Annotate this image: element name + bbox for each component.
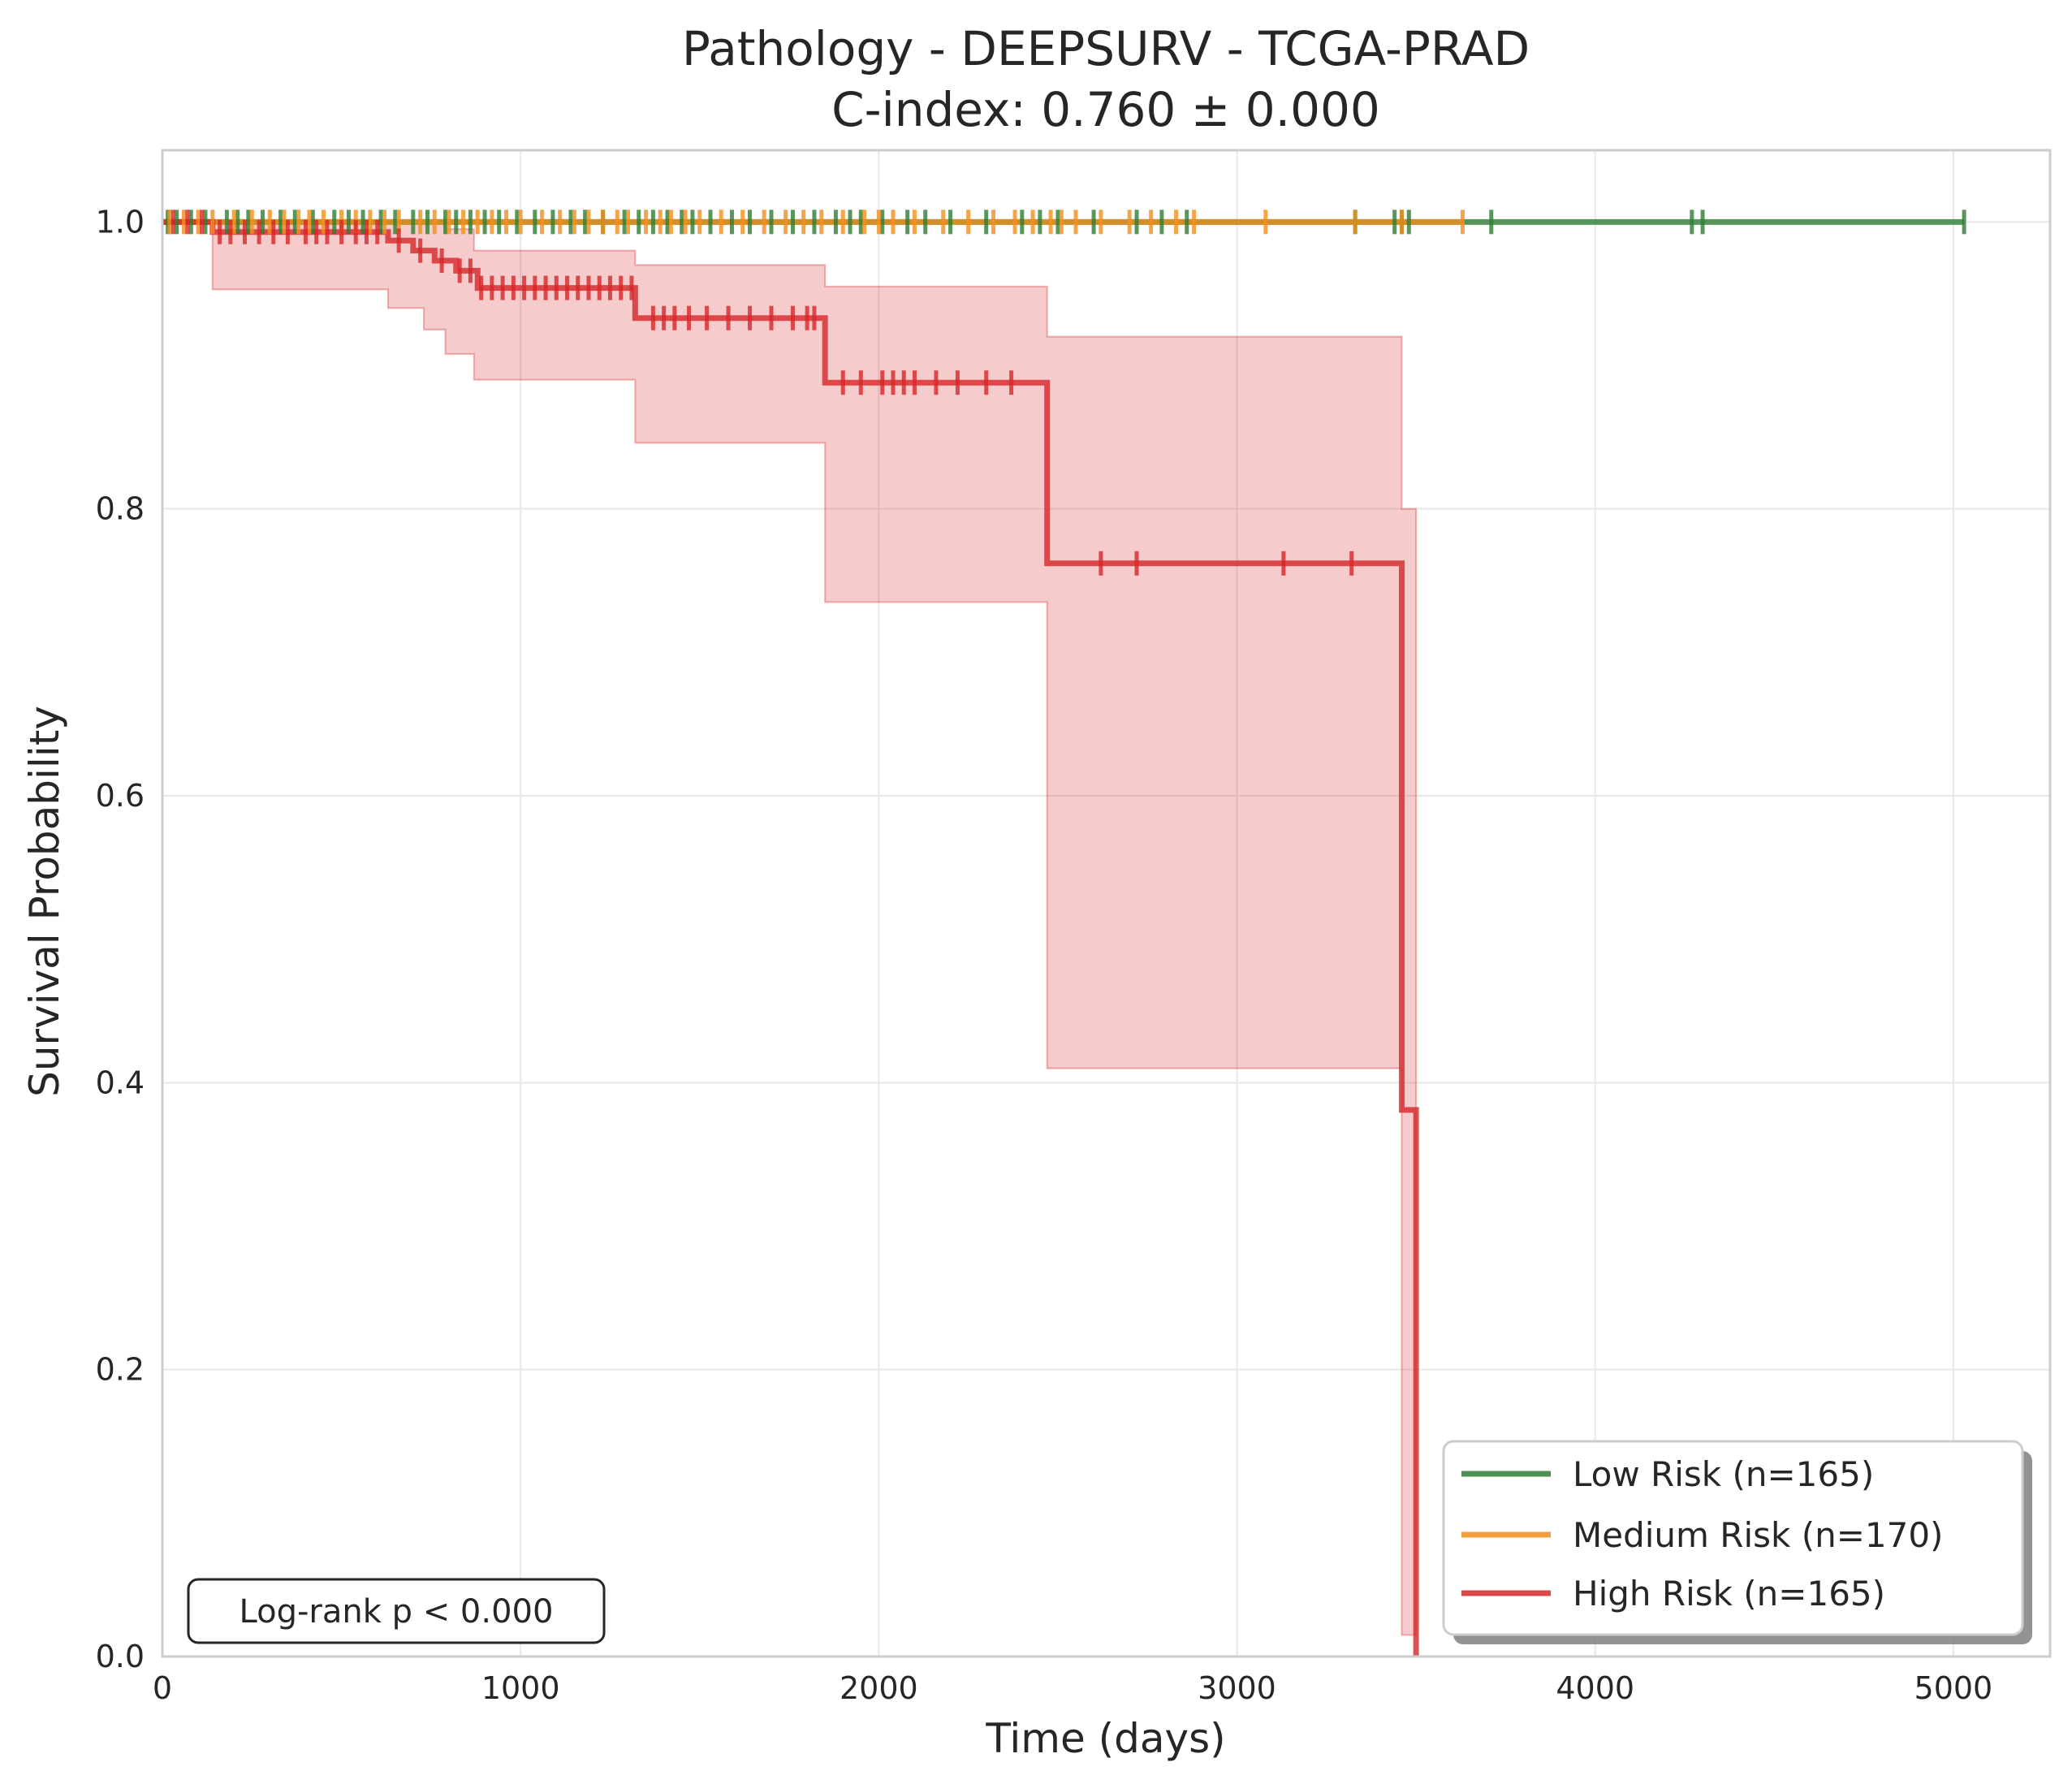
y-tick-label: 0.4 — [96, 1065, 145, 1100]
grid-layer — [162, 150, 2050, 1657]
chart-title: Pathology - DEEPSURV - TCGA-PRAD — [682, 21, 1530, 76]
annotation-box — [187, 1578, 606, 1644]
plot-frame — [161, 149, 2052, 1658]
y-tick-label: 0.6 — [96, 778, 145, 814]
legend-label-low-risk: Low Risk (n=165) — [1573, 1454, 1874, 1494]
legend-frame — [1442, 1440, 2024, 1636]
x-tick-label: 5000 — [1914, 1670, 1993, 1706]
censor-marks-layer — [166, 210, 1966, 576]
y-tick-label: 0.0 — [96, 1639, 145, 1674]
x-tick-label: 0 — [153, 1670, 172, 1706]
y-axis-label: Survival Probability — [21, 706, 68, 1097]
x-tick-label: 2000 — [840, 1670, 918, 1706]
x-tick-label: 3000 — [1198, 1670, 1276, 1706]
y-tick-label: 0.2 — [96, 1352, 145, 1388]
annotation-text: Log-rank p < 0.000 — [240, 1593, 554, 1631]
y-tick-label: 0.8 — [96, 491, 145, 527]
x-tick-label: 4000 — [1556, 1670, 1634, 1706]
y-tick-label: 1.0 — [96, 204, 145, 240]
x-tick-label: 1000 — [481, 1670, 560, 1706]
legend: Low Risk (n=165) Medium Risk (n=170) Hig… — [1442, 1440, 2032, 1644]
legend-label-high-risk: High Risk (n=165) — [1573, 1574, 1885, 1613]
chart-subtitle: C-index: 0.760 ± 0.000 — [831, 82, 1380, 137]
legend-label-medium-risk: Medium Risk (n=170) — [1573, 1515, 1943, 1555]
x-axis-label: Time (days) — [985, 1715, 1225, 1762]
logrank-annotation: Log-rank p < 0.000 — [187, 1578, 606, 1644]
high-risk-survival-curve — [162, 218, 1419, 1657]
tick-label-layer: 0 1000 2000 3000 4000 5000 0.0 0.2 0.4 0.6 0.8 1.0 — [96, 204, 1993, 1706]
